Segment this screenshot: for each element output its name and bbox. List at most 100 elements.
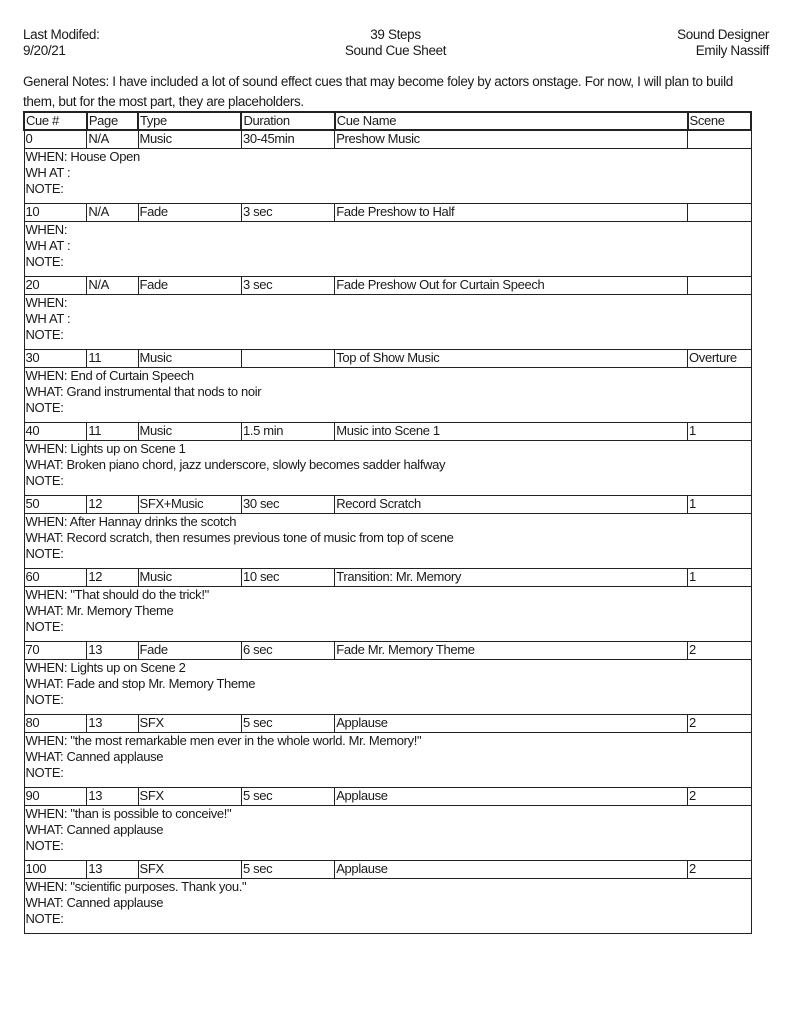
cell-cue-name: Applause — [334, 860, 689, 879]
cue-what: WH AT : — [25, 165, 71, 180]
cell-type: Music — [137, 568, 242, 587]
cell-duration: 5 sec — [240, 714, 336, 733]
cue-details: WHEN: After Hannay drinks the scotch WHAT… — [23, 513, 752, 569]
cell-cue-name: Record Scratch — [334, 495, 689, 514]
cell-cue-name: Transition: Mr. Memory — [334, 568, 689, 587]
cell-duration: 30 sec — [240, 495, 336, 514]
cell-page: 12 — [86, 568, 139, 587]
cue-what: WHAT: Grand instrumental that nods to no… — [25, 384, 262, 399]
cell-scene — [687, 276, 752, 295]
show-title: 39 Steps — [370, 27, 421, 42]
cue-detail-row: WHEN: WH AT : NOTE: — [23, 221, 752, 277]
cue-when: WHEN: Lights up on Scene 1 — [25, 441, 186, 457]
cue-what: WHAT: Fade and stop Mr. Memory Theme — [25, 676, 256, 691]
cell-type: Fade — [137, 641, 242, 660]
cue-when: WHEN: "the most remarkable men ever in t… — [25, 733, 422, 749]
cue-detail-row: WHEN: "the most remarkable men ever in t… — [23, 732, 752, 788]
cell-type: Music — [137, 349, 242, 368]
cue-details: WHEN: House Open WH AT : NOTE: — [23, 148, 752, 204]
cue-detail-row: WHEN: Lights up on Scene 2 WHAT: Fade and… — [23, 659, 752, 715]
cue-what: WHAT: Canned applause — [25, 822, 164, 837]
cell-duration: 6 sec — [240, 641, 336, 660]
cue-note: NOTE: — [25, 692, 64, 707]
cell-duration: 10 sec — [240, 568, 336, 587]
cue-detail-row: WHEN: End of Curtain Speech WHAT: Grand i… — [23, 367, 752, 423]
cue-detail-row: WHEN: Lights up on Scene 1 WHAT: Broken p… — [23, 440, 752, 496]
cell-cue-name: Applause — [334, 787, 689, 806]
cell-cue-number: 40 — [23, 422, 88, 441]
cue-note: NOTE: — [25, 400, 64, 415]
cell-page: N/A — [86, 129, 139, 149]
cue-when: WHEN: End of Curtain Speech — [25, 368, 195, 384]
table-header-row: Cue # Page Type Duration Cue Name Scene — [23, 111, 753, 131]
last-modified-label: Last Modifed: — [23, 27, 100, 42]
cell-type: Music — [137, 422, 242, 441]
cue-detail-row: WHEN: House Open WH AT : NOTE: — [23, 148, 752, 204]
cell-scene: 2 — [687, 860, 752, 879]
cue-what: WHAT: Canned applause — [25, 895, 164, 910]
column-header-cue-name: Cue Name — [333, 111, 689, 131]
cell-type: SFX+Music — [137, 495, 242, 514]
cell-scene — [687, 203, 752, 222]
cell-page: 13 — [86, 641, 139, 660]
cell-cue-number: 100 — [23, 860, 88, 879]
cue-row: 60 12 Music 10 sec Transition: Mr. Memory 1 — [23, 568, 752, 587]
cue-detail-row: WHEN: WH AT : NOTE: — [23, 294, 752, 350]
column-header-cue: Cue # — [23, 111, 88, 131]
general-notes: General Notes: I have included a lot of … — [23, 74, 733, 109]
cue-detail-row: WHEN: "than is possible to conceive!" WHA… — [23, 805, 752, 861]
cue-details: WHEN: "the most remarkable men ever in t… — [23, 732, 752, 788]
cell-cue-number: 20 — [23, 276, 88, 295]
cell-scene: 1 — [687, 568, 752, 587]
cue-note: NOTE: — [25, 327, 64, 342]
cue-when: WHEN: House Open — [25, 149, 141, 165]
cue-what: WHAT: Broken piano chord, jazz underscor… — [25, 457, 446, 472]
document-title: 39 Steps Sound Cue Sheet — [0, 27, 791, 59]
cue-detail-row: WHEN: After Hannay drinks the scotch WHAT… — [23, 513, 752, 569]
cell-duration: 5 sec — [240, 860, 336, 879]
cell-page: 11 — [86, 349, 139, 368]
cue-details: WHEN: "scientific purposes. Thank you." W… — [23, 878, 752, 934]
cell-duration: 30-45min — [240, 129, 336, 149]
cell-scene: 2 — [687, 714, 752, 733]
cue-details: WHEN: WH AT : NOTE: — [23, 294, 752, 350]
cue-details: WHEN: Lights up on Scene 2 WHAT: Fade and… — [23, 659, 752, 715]
column-header-page: Page — [85, 111, 140, 131]
cue-row: 80 13 SFX 5 sec Applause 2 — [23, 714, 752, 733]
cell-scene: Overture — [687, 349, 752, 368]
designer-role: Sound Designer — [677, 27, 769, 42]
cell-cue-number: 70 — [23, 641, 88, 660]
cell-cue-number: 0 — [23, 129, 88, 149]
cell-duration: 1.5 min — [240, 422, 336, 441]
cue-note: NOTE: — [25, 911, 64, 926]
cell-scene: 2 — [687, 787, 752, 806]
cue-detail-row: WHEN: "scientific purposes. Thank you." W… — [23, 878, 752, 934]
cue-note: NOTE: — [25, 765, 64, 780]
cue-what: WH AT : — [25, 311, 71, 326]
cue-when: WHEN: "scientific purposes. Thank you." — [25, 879, 247, 895]
cue-row: 90 13 SFX 5 sec Applause 2 — [23, 787, 752, 806]
cell-cue-number: 30 — [23, 349, 88, 368]
cue-when: WHEN: — [25, 222, 68, 238]
column-header-scene: Scene — [686, 111, 753, 131]
last-modified-date: 9/20/21 — [23, 43, 66, 58]
cue-details: WHEN: End of Curtain Speech WHAT: Grand i… — [23, 367, 752, 423]
cue-when: WHEN: Lights up on Scene 2 — [25, 660, 186, 676]
cell-type: Fade — [137, 276, 242, 295]
cell-page: 13 — [86, 787, 139, 806]
cue-row: 20 N/A Fade 3 sec Fade Preshow Out for Curta… — [23, 276, 752, 295]
cue-row: 30 11 Music Top of Show Music Overture — [23, 349, 752, 368]
cue-details: WHEN: Lights up on Scene 1 WHAT: Broken p… — [23, 440, 752, 496]
cell-duration: 5 sec — [240, 787, 336, 806]
cue-what: WH AT : — [25, 238, 71, 253]
cell-cue-number: 90 — [23, 787, 88, 806]
cell-page: 13 — [86, 860, 139, 879]
last-modified: Last Modifed: 9/20/21 — [23, 27, 100, 59]
cell-page: N/A — [86, 203, 139, 222]
cell-page: 13 — [86, 714, 139, 733]
cell-scene: 1 — [687, 422, 752, 441]
cell-duration: 3 sec — [240, 276, 336, 295]
cue-row: 50 12 SFX+Music 30 sec Record Scratch 1 — [23, 495, 752, 514]
cell-cue-name: Fade Preshow to Half — [334, 203, 689, 222]
